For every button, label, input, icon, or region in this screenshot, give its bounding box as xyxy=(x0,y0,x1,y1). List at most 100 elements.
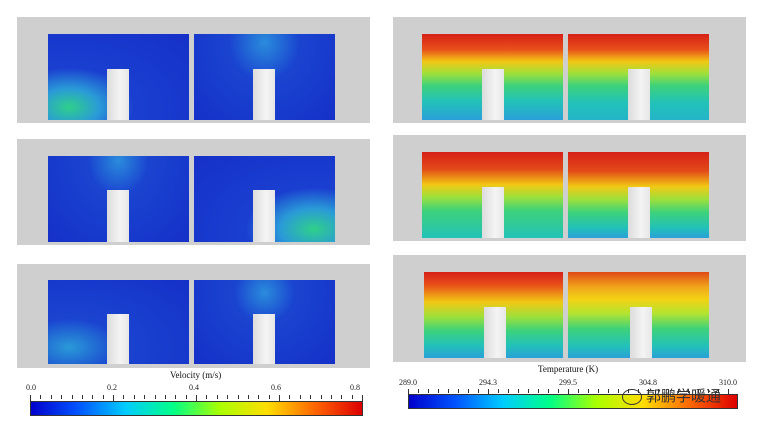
colorbar-tick xyxy=(123,395,125,399)
colorbar-tick xyxy=(408,389,409,395)
colorbar-tick xyxy=(608,389,609,393)
colorbar-tick xyxy=(678,389,679,393)
velocity-tick-label: 0.4 xyxy=(189,383,199,392)
colorbar-tick xyxy=(598,389,599,393)
colorbar-tick xyxy=(578,389,579,393)
velocity-colorbar xyxy=(30,401,363,416)
colorbar-tick xyxy=(175,395,177,399)
colorbar-tick xyxy=(40,395,42,399)
watermark-text: 郭鹏学暖通 xyxy=(646,387,722,405)
obstacle-block xyxy=(107,314,129,364)
colorbar-tick xyxy=(310,395,312,399)
colorbar-tick xyxy=(30,395,31,401)
colorbar-tick xyxy=(728,389,729,395)
temperature-tick-label: 289.0 xyxy=(399,378,417,387)
colorbar-tick xyxy=(568,389,569,395)
velocity-panel-1 xyxy=(17,17,370,123)
colorbar-tick xyxy=(478,389,479,393)
colorbar-tick xyxy=(618,389,619,393)
colorbar-tick xyxy=(518,389,519,393)
colorbar-tick xyxy=(458,389,459,393)
colorbar-tick xyxy=(468,389,469,393)
colorbar-tick xyxy=(438,389,439,393)
velocity-panel-3 xyxy=(17,264,370,368)
colorbar-tick xyxy=(289,395,291,399)
colorbar-tick xyxy=(548,389,549,393)
colorbar-tick xyxy=(81,395,83,399)
colorbar-tick xyxy=(237,395,239,399)
velocity-colorbar-title: Velocity (m/s) xyxy=(170,370,222,380)
colorbar-tick xyxy=(102,395,104,399)
colorbar-tick xyxy=(206,395,208,399)
colorbar-tick xyxy=(648,389,649,395)
colorbar-tick xyxy=(330,395,332,399)
colorbar-tick xyxy=(71,395,73,399)
obstacle-block xyxy=(253,69,275,120)
colorbar-tick xyxy=(50,395,52,399)
colorbar-tick xyxy=(418,389,419,393)
colorbar-tick xyxy=(498,389,499,393)
colorbar-tick xyxy=(688,389,689,393)
temperature-panel-2 xyxy=(393,135,746,241)
obstacle-block xyxy=(630,307,652,358)
colorbar-tick xyxy=(185,395,187,399)
colorbar-tick xyxy=(341,395,343,399)
colorbar-tick xyxy=(428,389,429,393)
obstacle-block xyxy=(107,190,129,242)
colorbar-tick xyxy=(164,395,166,399)
colorbar-tick xyxy=(448,389,449,393)
obstacle-block xyxy=(628,69,650,120)
obstacle-block xyxy=(482,69,504,120)
temperature-colorbar-title: Temperature (K) xyxy=(538,364,599,374)
colorbar-tick xyxy=(279,395,280,401)
colorbar-tick xyxy=(320,395,322,399)
colorbar-tick xyxy=(299,395,301,399)
temperature-panel-3 xyxy=(393,255,746,362)
colorbar-tick xyxy=(668,389,669,393)
colorbar-tick xyxy=(113,395,114,401)
velocity-tick-label: 0.2 xyxy=(107,383,117,392)
velocity-tick-label: 0.0 xyxy=(26,383,36,392)
velocity-tick-label: 0.6 xyxy=(271,383,281,392)
colorbar-tick xyxy=(227,395,229,399)
velocity-tick-label: 0.8 xyxy=(350,383,360,392)
colorbar-tick xyxy=(362,395,363,401)
colorbar-tick xyxy=(154,395,156,399)
obstacle-block xyxy=(628,187,650,238)
colorbar-tick xyxy=(528,389,529,393)
colorbar-tick xyxy=(508,389,509,393)
temperature-tick-label: 310.0 xyxy=(719,378,737,387)
colorbar-tick xyxy=(538,389,539,393)
temperature-colorbar xyxy=(408,394,738,409)
temperature-panel-1 xyxy=(393,17,746,123)
wechat-icon xyxy=(622,388,642,405)
colorbar-tick xyxy=(558,389,559,393)
velocity-panel-2 xyxy=(17,139,370,245)
colorbar-tick xyxy=(351,395,353,399)
colorbar-tick xyxy=(698,389,699,393)
obstacle-block xyxy=(482,187,504,238)
colorbar-tick xyxy=(216,395,218,399)
colorbar-tick xyxy=(258,395,260,399)
temperature-tick-label: 299.5 xyxy=(559,378,577,387)
obstacle-block xyxy=(107,69,129,120)
obstacle-block xyxy=(253,190,275,242)
colorbar-tick xyxy=(718,389,719,393)
colorbar-tick xyxy=(92,395,94,399)
colorbar-tick xyxy=(61,395,63,399)
velocity-tick-row xyxy=(30,395,363,401)
temperature-tick-label: 294.3 xyxy=(479,378,497,387)
colorbar-tick xyxy=(658,389,659,393)
colorbar-tick xyxy=(588,389,589,393)
obstacle-block xyxy=(484,307,506,358)
colorbar-tick xyxy=(488,389,489,395)
colorbar-tick xyxy=(708,389,709,393)
colorbar-tick xyxy=(133,395,135,399)
watermark: 郭鹏学暖通 xyxy=(622,385,721,406)
colorbar-tick xyxy=(268,395,270,399)
colorbar-tick xyxy=(247,395,249,399)
colorbar-tick xyxy=(196,395,197,401)
temperature-tick-row xyxy=(408,389,729,395)
obstacle-block xyxy=(253,314,275,364)
temperature-tick-label: 304.8 xyxy=(639,378,657,387)
